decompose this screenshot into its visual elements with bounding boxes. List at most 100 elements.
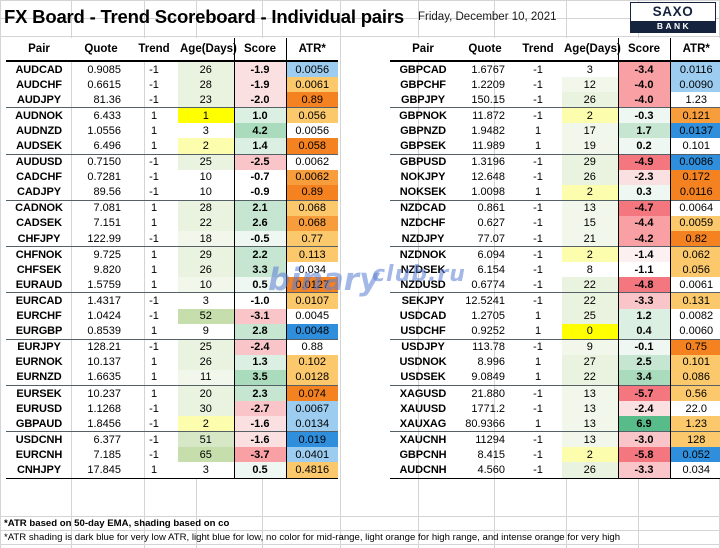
table-row[interactable]: CNHJPY 17.845 1 3 0.5 0.4816	[6, 462, 338, 479]
table-row[interactable]: GBPAUD 1.8456 -1 2 -1.6 0.0134	[6, 416, 338, 432]
table-row[interactable]: USDCNH 6.377 -1 51 -1.6 0.019	[6, 431, 338, 448]
table-row[interactable]: NZDUSD 0.6774 -1 22 -4.8 0.0061	[390, 277, 720, 293]
table-row[interactable]: EURUSD 1.1268 -1 30 -2.7 0.0067	[6, 401, 338, 417]
table-row[interactable]: GBPCNH 8.415 -1 2 -5.8 0.052	[390, 447, 720, 463]
table-row[interactable]: AUDJPY 81.36 -1 23 -2.0 0.89	[6, 92, 338, 108]
table-row[interactable]: CHFJPY 122.99 -1 18 -0.5 0.77	[6, 231, 338, 247]
cell-atr: 0.068	[286, 199, 338, 216]
table-row[interactable]: EURCNH 7.185 -1 65 -3.7 0.0401	[6, 447, 338, 463]
table-row[interactable]: NOKSEK 1.0098 1 2 0.3 0.0116	[390, 184, 720, 201]
table-row[interactable]: CADNOK 7.081 1 28 2.1 0.068	[6, 199, 338, 216]
table-row[interactable]: CADSEK 7.151 1 22 2.6 0.068	[6, 215, 338, 232]
column-header-trend[interactable]: Trend	[514, 38, 562, 62]
cell-pair: CHFSEK	[16, 263, 62, 276]
table-row[interactable]: NZDSEK 6.154 -1 8 -1.1 0.056	[390, 262, 720, 278]
table-row[interactable]: AUDCAD 0.9085 -1 26 -1.9 0.0056	[6, 61, 338, 78]
cell-atr: 0.56	[670, 384, 720, 402]
table-row[interactable]: AUDSEK 6.496 1 2 1.4 0.058	[6, 138, 338, 155]
cell-pair: NZDSEK	[400, 263, 446, 276]
column-header-score[interactable]: Score	[617, 38, 671, 62]
table-row[interactable]: AUDUSD 0.7150 -1 25 -2.5 0.0062	[6, 153, 338, 170]
table-row[interactable]: EURCAD 1.4317 -1 3 -1.0 0.0107	[6, 292, 338, 309]
table-row[interactable]: GBPNOK 11.872 -1 2 -0.3 0.121	[390, 107, 720, 124]
cell-age: 9	[562, 338, 618, 355]
cell-quote: 0.6774	[471, 278, 505, 291]
column-header-pair[interactable]: Pair	[6, 38, 72, 62]
cell-trend: -1	[514, 153, 562, 170]
cell-atr: 0.0062	[286, 169, 338, 185]
table-row[interactable]: NZDCAD 0.861 -1 13 -4.7 0.0064	[390, 199, 720, 216]
column-header-score[interactable]: Score	[233, 38, 287, 62]
table-row[interactable]: AUDNOK 6.433 1 1 1.0 0.056	[6, 107, 338, 124]
cell-score: -1.6	[233, 431, 287, 448]
cell-trend: -1	[533, 63, 543, 76]
cell-trend: -1	[149, 63, 159, 76]
cell-quote: 6.433	[72, 107, 130, 124]
table-row[interactable]: NZDCHF 0.627 -1 15 -4.4 0.0059	[390, 215, 720, 232]
cell-pair: GBPAUD	[15, 417, 63, 430]
cell-trend: -1	[149, 310, 159, 323]
cell-atr: 0.0048	[286, 323, 338, 340]
table-row[interactable]: GBPUSD 1.3196 -1 29 -4.9 0.0086	[390, 153, 720, 170]
column-header-quote[interactable]: Quote	[456, 38, 514, 62]
column-header-pair[interactable]: Pair	[390, 38, 456, 62]
table-row[interactable]: GBPJPY 150.15 -1 26 -4.0 1.23	[390, 92, 720, 108]
table-row[interactable]: EURCHF 1.0424 -1 52 -3.1 0.0045	[6, 308, 338, 324]
cell-pair: XAGUSD	[390, 384, 456, 402]
cell-pair: NZDUSD	[400, 278, 446, 291]
cell-age: 3	[178, 123, 234, 139]
column-header-age[interactable]: Age(Days)	[562, 38, 621, 62]
cell-quote: 1.2705	[471, 310, 505, 323]
table-header-row: Pair Quote Trend Age(Days) Score ATR*	[390, 38, 720, 62]
cell-score: -3.7	[233, 447, 287, 463]
table-row[interactable]: GBPSEK 11.989 1 19 0.2 0.101	[390, 138, 720, 155]
table-row[interactable]: CHFNOK 9.725 1 29 2.2 0.113	[6, 246, 338, 263]
table-row[interactable]: USDCHF 0.9252 1 0 0.4 0.0060	[390, 323, 720, 340]
table-row[interactable]: CADCHF 0.7281 -1 10 -0.7 0.0062	[6, 169, 338, 185]
cell-pair: AUDUSD	[6, 153, 72, 170]
table-row[interactable]: USDCAD 1.2705 1 25 1.2 0.0082	[390, 308, 720, 324]
column-header-trend[interactable]: Trend	[130, 38, 178, 62]
table-row[interactable]: CADJPY 89.56 -1 10 -0.9 0.89	[6, 184, 338, 201]
table-row[interactable]: EURSEK 10.237 1 20 2.3 0.074	[6, 384, 338, 402]
table-row[interactable]: NOKJPY 12.648 -1 26 -2.3 0.172	[390, 169, 720, 185]
table-row[interactable]: USDSEK 9.0849 1 22 3.4 0.086	[390, 369, 720, 386]
cell-quote: 0.7281	[87, 171, 121, 184]
table-row[interactable]: GBPNZD 1.9482 1 17 1.7 0.0137	[390, 123, 720, 139]
table-row[interactable]: NZDJPY 77.07 -1 21 -4.2 0.82	[390, 231, 720, 247]
cell-score: 3.5	[233, 369, 287, 386]
table-row[interactable]: AUDCNH 4.560 -1 26 -3.3 0.034	[390, 462, 720, 479]
table-row[interactable]: EURJPY 128.21 -1 25 -2.4 0.88	[6, 338, 338, 355]
table-row[interactable]: XAGUSD 21.880 -1 13 -5.7 0.56	[390, 384, 720, 402]
cell-score: -2.4	[233, 338, 287, 355]
cell-age: 10	[178, 277, 234, 293]
table-row[interactable]: XAUXAG 80.9366 1 13 6.9 1.23	[390, 416, 720, 432]
column-header-age[interactable]: Age(Days)	[178, 38, 237, 62]
cell-age: 9	[178, 323, 234, 340]
table-row[interactable]: SEKJPY 12.5241 -1 22 -3.3 0.131	[390, 292, 720, 309]
table-row[interactable]: XAUUSD 1771.2 -1 13 -2.4 22.0	[390, 401, 720, 417]
cell-atr: 0.102	[286, 354, 338, 370]
table-row[interactable]: GBPCHF 1.2209 -1 12 -4.0 0.0090	[390, 77, 720, 93]
table-row[interactable]: AUDNZD 1.0556 1 3 4.2 0.0056	[6, 123, 338, 139]
table-row[interactable]: EURAUD 1.5759 1 10 0.5 0.0127	[6, 277, 338, 293]
cell-age: 29	[562, 153, 618, 170]
column-header-quote[interactable]: Quote	[72, 38, 130, 62]
table-row[interactable]: XAUCNH 11294 -1 13 -3.0 128	[390, 431, 720, 448]
cell-pair: AUDNZD	[16, 124, 62, 137]
table-row[interactable]: GBPCAD 1.6767 -1 3 -3.4 0.0116	[390, 61, 720, 78]
table-row[interactable]: USDNOK 8.996 1 27 2.5 0.101	[390, 354, 720, 370]
table-row[interactable]: NZDNOK 6.094 -1 2 -1.4 0.062	[390, 246, 720, 263]
table-row[interactable]: USDJPY 113.78 -1 9 -0.1 0.75	[390, 338, 720, 355]
column-header-atr[interactable]: ATR*	[286, 38, 338, 62]
cell-score: 0.2	[617, 138, 671, 155]
table-row[interactable]: EURGBP 0.8539 1 9 2.8 0.0048	[6, 323, 338, 340]
column-header-atr[interactable]: ATR*	[670, 38, 720, 62]
cell-quote: 1.0556	[87, 124, 121, 137]
cell-score: -1.9	[233, 77, 287, 93]
cell-trend: -1	[533, 217, 543, 230]
table-row[interactable]: AUDCHF 0.6615 -1 28 -1.9 0.0061	[6, 77, 338, 93]
table-row[interactable]: CHFSEK 9.820 1 26 3.3 0.034	[6, 262, 338, 278]
table-row[interactable]: EURNOK 10.137 1 26 1.3 0.102	[6, 354, 338, 370]
table-row[interactable]: EURNZD 1.6635 1 11 3.5 0.0128	[6, 369, 338, 386]
